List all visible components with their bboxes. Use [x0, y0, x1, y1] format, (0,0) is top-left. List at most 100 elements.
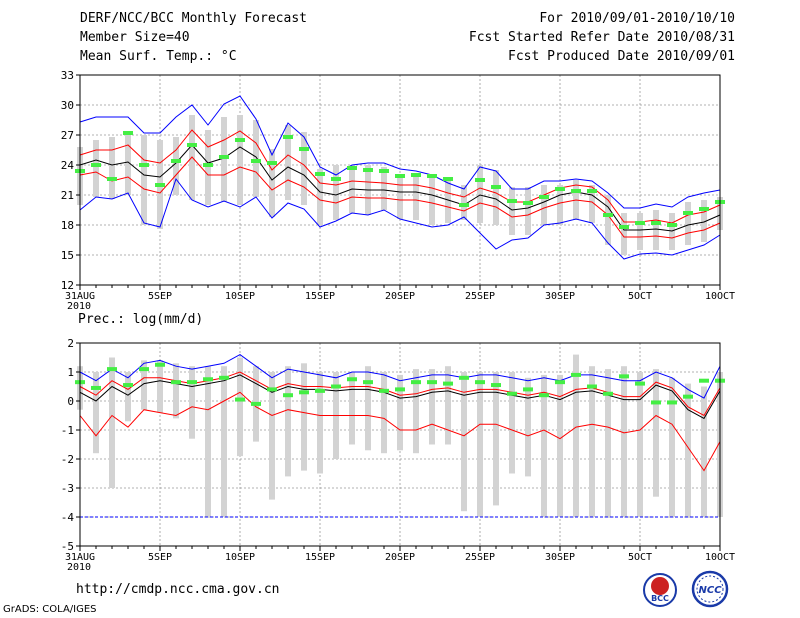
observed-marker: [283, 135, 293, 139]
observed-marker: [267, 161, 277, 165]
observed-marker: [219, 155, 229, 159]
ensemble-range-bar: [461, 372, 467, 512]
x-tick-year-label: 2010: [67, 301, 91, 312]
observed-marker: [91, 163, 101, 167]
ncc-logo: NCC: [691, 570, 729, 608]
ensemble-range-bar: [429, 175, 435, 225]
ensemble-range-bar: [525, 187, 531, 235]
ensemble-range-bar: [413, 369, 419, 454]
ensemble-range-bar: [541, 374, 547, 517]
bcc-logo-emblem-icon: [651, 577, 669, 595]
observed-marker: [459, 203, 469, 207]
ensemble-range-bar: [253, 120, 259, 197]
ensemble-range-bar: [381, 167, 387, 210]
x-tick-label: 5SEP: [148, 552, 172, 563]
ensemble-range-bar: [701, 200, 707, 242]
observed-marker: [331, 384, 341, 389]
y-tick-label: -2: [61, 453, 74, 466]
observed-marker: [123, 383, 133, 388]
ensemble-range-bar: [525, 377, 531, 477]
y-tick-label: -1: [61, 424, 74, 437]
x-tick-label: 5OCT: [628, 552, 652, 563]
x-tick-label: 25SEP: [465, 291, 495, 302]
observed-marker: [667, 400, 677, 405]
ensemble-range-bar: [285, 366, 291, 477]
mean-minus-sd-line: [79, 156, 721, 239]
chart-title: DERF/NCC/BCC Monthly Forecast: [80, 11, 307, 26]
observed-marker: [107, 367, 117, 372]
ensemble-range-bar: [589, 366, 595, 517]
ensemble-range-bar: [445, 180, 451, 223]
ensemble-range-bar: [141, 360, 147, 410]
ncc-logo-text: NCC: [698, 585, 722, 596]
forecast-produced-date: Fcst Produced Date 2010/09/01: [508, 49, 735, 64]
observed-marker: [683, 394, 693, 399]
ensemble-range-bar: [93, 140, 99, 197]
x-tick-label: 25SEP: [465, 552, 495, 563]
ensemble-range-bar: [221, 117, 227, 202]
ensemble-range-bar: [365, 366, 371, 451]
ensemble-range-bar: [349, 372, 355, 445]
observed-marker: [603, 391, 613, 396]
ensemble-range-bar: [125, 372, 131, 422]
observed-marker: [139, 367, 149, 372]
ensemble-range-bar: [333, 165, 339, 220]
x-tick-label: 10SEP: [225, 552, 255, 563]
ensemble-range-bar: [125, 135, 131, 195]
ensemble-range-bar: [109, 357, 115, 488]
ensemble-mean-line: [79, 374, 721, 420]
ensemble-range-bar: [189, 366, 195, 439]
observed-marker: [171, 380, 181, 385]
observed-marker: [507, 391, 517, 396]
x-tick-label: 5SEP: [148, 291, 172, 302]
ensemble-range-bar: [285, 125, 291, 200]
observed-marker: [651, 400, 661, 405]
observed-marker: [139, 163, 149, 167]
ensemble-max-line: [79, 354, 721, 399]
ensemble-range-bar: [173, 363, 179, 419]
bcc-logo: BCC: [643, 573, 677, 607]
observed-marker: [363, 168, 373, 172]
observed-marker: [315, 388, 325, 393]
observed-marker: [411, 380, 421, 385]
y-tick-label: 30: [61, 99, 74, 112]
observed-marker: [427, 380, 437, 385]
ensemble-range-bar: [301, 363, 307, 471]
observed-marker: [523, 201, 533, 205]
observed-marker: [155, 183, 165, 187]
ensemble-range-bar: [397, 374, 403, 451]
observed-marker: [107, 177, 117, 181]
y-tick-label: 1: [67, 366, 74, 379]
x-tick-label: 20SEP: [385, 552, 415, 563]
y-tick-label: -4: [61, 511, 75, 524]
ensemble-range-bar: [205, 366, 211, 517]
ensemble-range-bar: [301, 132, 307, 205]
x-tick-label: 5OCT: [628, 291, 652, 302]
observed-marker: [587, 384, 597, 389]
ensemble-range-bar: [157, 360, 163, 413]
y-tick-label: 12: [61, 279, 74, 292]
footer-url: http://cmdp.ncc.cma.gov.cn: [76, 582, 280, 597]
ensemble-range-bar: [685, 383, 691, 517]
observed-marker: [699, 207, 709, 211]
observed-marker: [523, 387, 533, 392]
observed-marker: [187, 380, 197, 385]
ensemble-range-bar: [221, 366, 227, 517]
y-tick-label: 18: [61, 219, 74, 232]
observed-marker: [379, 388, 389, 393]
y-tick-label: -5: [61, 540, 74, 553]
observed-marker: [251, 401, 261, 406]
observed-marker: [587, 189, 597, 193]
ensemble-range-bar: [237, 115, 243, 205]
observed-marker: [155, 362, 165, 367]
ensemble-max-line: [79, 95, 721, 209]
ensemble-range-bar: [237, 357, 243, 457]
x-tick-label: 10SEP: [225, 291, 255, 302]
observed-marker: [283, 393, 293, 398]
x-tick-year-label: 2010: [67, 562, 91, 573]
observed-marker: [635, 381, 645, 386]
x-tick-label: 30SEP: [545, 291, 575, 302]
forecast-started-date: Fcst Started Refer Date 2010/08/31: [468, 30, 735, 45]
mean-plus-sd-line: [79, 129, 721, 224]
